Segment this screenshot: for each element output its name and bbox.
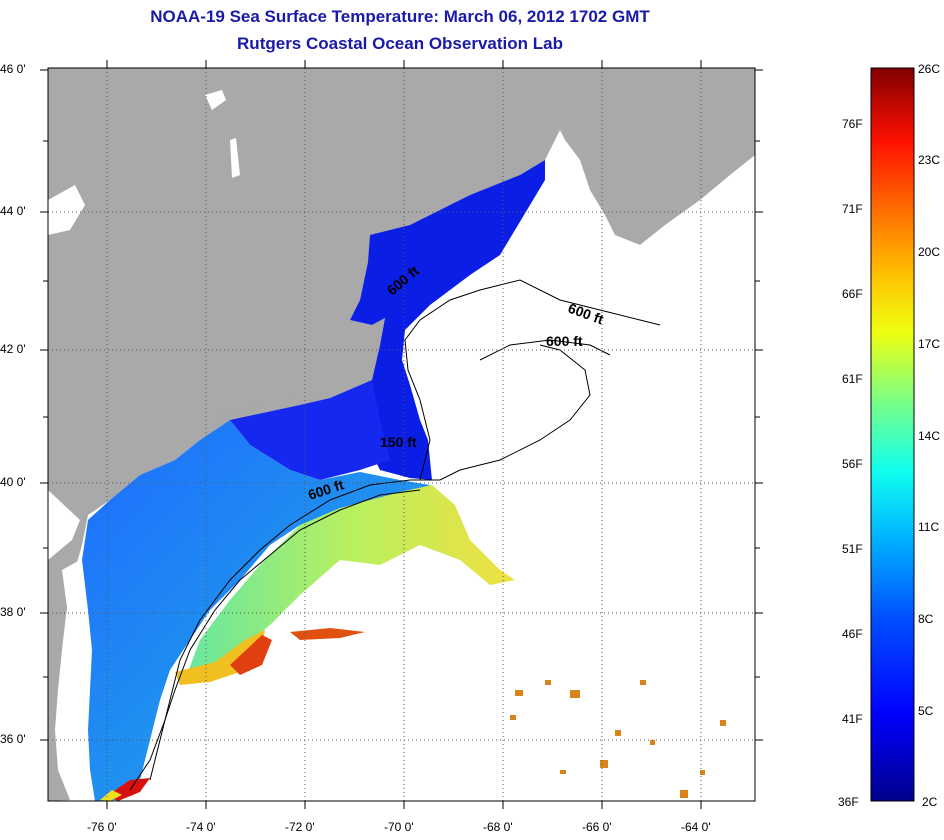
colorbar-c-label: 5C <box>918 704 934 718</box>
sst-warm-streak <box>290 628 365 640</box>
colorbar-c-label: 23C <box>918 153 941 167</box>
colorbar-f-label: 41F <box>842 712 863 726</box>
lake <box>230 138 240 178</box>
colorbar-c-label: 14C <box>918 429 941 443</box>
lon-label: -72 0' <box>285 820 315 834</box>
sst-shelf-water <box>82 420 430 801</box>
lon-label: -74 0' <box>186 820 216 834</box>
lon-label: -70 0' <box>384 820 414 834</box>
land-maritimes <box>560 68 755 245</box>
colorbar-c-label: 20C <box>918 245 941 259</box>
bathymetry-contours <box>129 279 661 791</box>
map-frame <box>47 67 756 802</box>
axis-ticks <box>40 60 763 809</box>
colorbar-f-label: 51F <box>842 542 863 556</box>
colorbar-f-label: 46F <box>842 627 863 641</box>
contour-label-150ft: 150 ft <box>380 434 417 450</box>
lon-label: -66 0' <box>582 820 612 834</box>
sst-gulf-of-maine <box>350 160 545 480</box>
colorbar-c-label: 8C <box>918 612 934 626</box>
lat-label: 44 0' <box>0 204 26 218</box>
colorbar <box>870 67 915 802</box>
lake <box>205 90 226 110</box>
colorbar-f-label: 66F <box>842 287 863 301</box>
contour-label-600ft: 600 ft <box>546 333 583 349</box>
sst-slope-water <box>185 485 515 680</box>
sst-hatteras-yellow <box>100 790 122 801</box>
lon-label: -68 0' <box>483 820 513 834</box>
lat-label: 46 0' <box>0 62 26 76</box>
lat-label: 38 0' <box>0 605 26 619</box>
sst-coastal-blue <box>230 380 390 480</box>
colorbar-f-label: 56F <box>842 457 863 471</box>
sst-gulf-stream-edge <box>175 630 265 685</box>
lake <box>48 185 85 235</box>
sst-offshore-patches <box>510 680 726 798</box>
lat-label: 42 0' <box>0 342 26 356</box>
lon-label: -76 0' <box>87 820 117 834</box>
map-title: NOAA-19 Sea Surface Temperature: March 0… <box>150 7 650 26</box>
land-us-mainland <box>48 68 560 801</box>
map-subtitle: Rutgers Coastal Ocean Observation Lab <box>237 34 563 53</box>
colorbar-c-label: 2C <box>922 795 938 809</box>
colorbar-c-label: 26C <box>918 62 941 76</box>
bay <box>62 560 90 700</box>
sst-gulf-stream-warm <box>230 635 272 675</box>
colorbar-f-label: 61F <box>842 372 863 386</box>
lat-label: 40 0' <box>0 475 26 489</box>
colorbar-c-label: 17C <box>918 337 941 351</box>
colorbar-c-label: 11C <box>918 520 940 534</box>
colorbar-f-label: 36F <box>838 795 859 809</box>
lat-label: 36 0' <box>0 732 26 746</box>
lake <box>48 490 80 560</box>
colorbar-f-label: 71F <box>842 202 863 216</box>
lon-label: -64 0' <box>681 820 711 834</box>
colorbar-f-label: 76F <box>842 117 863 131</box>
